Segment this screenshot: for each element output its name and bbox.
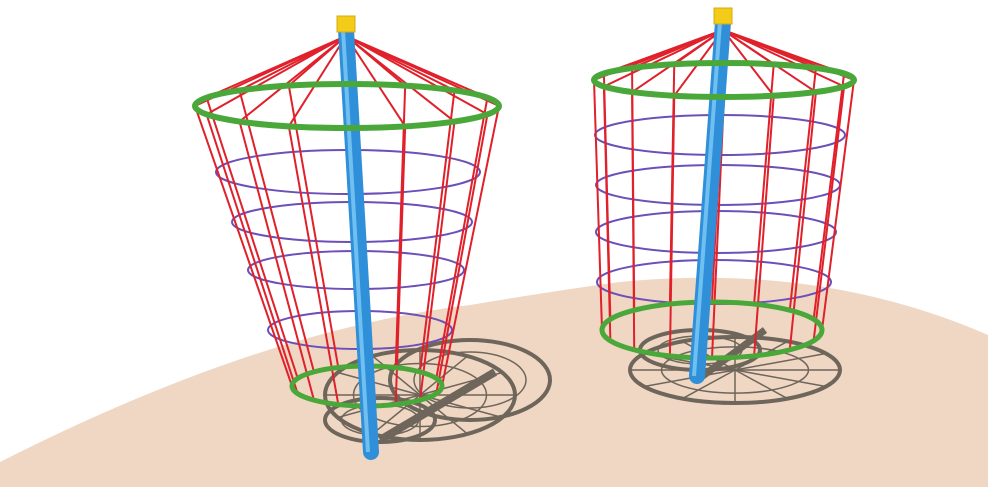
- pole-highlight: [341, 29, 370, 453]
- red-rope: [394, 85, 407, 368]
- red-rope: [593, 79, 603, 331]
- shadow-line: [682, 369, 736, 400]
- red-rope: [287, 85, 340, 368]
- pole-shadow: [697, 327, 768, 381]
- red-rope: [238, 121, 315, 401]
- red-rope: [419, 121, 456, 401]
- red-cable: [239, 35, 347, 92]
- red-rope: [788, 67, 817, 311]
- red-rope: [668, 64, 676, 305]
- red-rope: [788, 91, 817, 350]
- shadow-ring: [323, 396, 437, 444]
- red-cable: [722, 29, 775, 66]
- shadow-line: [419, 394, 503, 419]
- red-cable: [345, 35, 407, 127]
- red-rope: [394, 126, 407, 405]
- red-rope: [631, 67, 636, 311]
- red-rope: [194, 105, 293, 387]
- red-rope: [821, 79, 855, 331]
- shadow-line: [419, 394, 468, 435]
- ground: [0, 277, 988, 487]
- red-rope: [205, 114, 299, 394]
- structure-left: [192, 15, 502, 460]
- red-cable: [603, 29, 724, 88]
- red-cable: [287, 35, 347, 127]
- pole: [689, 14, 731, 384]
- red-rope: [287, 126, 340, 405]
- red-cable: [206, 35, 347, 116]
- red-rope: [753, 95, 775, 356]
- red-cable: [345, 35, 406, 87]
- red-cable: [288, 35, 347, 87]
- red-cable: [631, 29, 724, 69]
- pole-highlight: [692, 21, 722, 377]
- shadow-line: [734, 369, 827, 388]
- structure-right: [591, 7, 857, 384]
- red-cable: [206, 35, 347, 99]
- red-rope: [753, 64, 775, 305]
- pole: [338, 22, 379, 460]
- green-ring-bottom: [599, 299, 825, 361]
- green-ring-top: [192, 81, 502, 131]
- green-ring-top: [591, 60, 857, 100]
- red-rope: [812, 73, 846, 320]
- pole-shadow: [377, 368, 498, 444]
- red-rope: [435, 114, 489, 394]
- red-rope: [419, 90, 456, 372]
- red-rope: [238, 90, 315, 373]
- shadow-line: [337, 371, 421, 396]
- red-rope: [812, 86, 846, 341]
- shadow-line: [734, 352, 827, 371]
- red-cable: [722, 29, 845, 88]
- red-cable: [345, 35, 455, 92]
- pole-cap: [713, 7, 733, 25]
- red-cable: [345, 35, 488, 99]
- shadow-line: [734, 369, 788, 400]
- pole-cap: [336, 15, 356, 33]
- red-rope: [441, 105, 500, 387]
- red-rope: [602, 73, 612, 320]
- red-rope: [435, 97, 489, 379]
- red-rope: [205, 97, 299, 379]
- red-cable: [345, 35, 488, 116]
- shadow-ring: [388, 338, 552, 422]
